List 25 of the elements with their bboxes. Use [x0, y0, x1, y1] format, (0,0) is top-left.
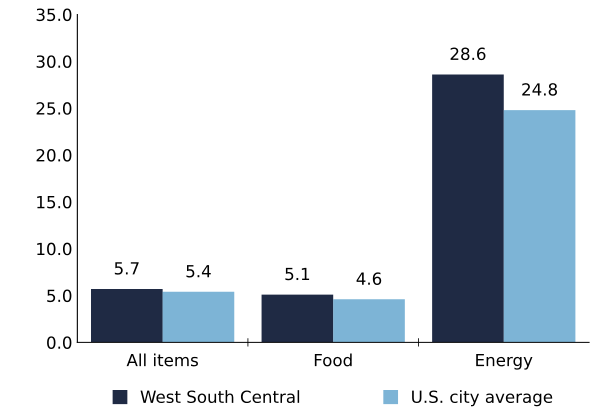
x-tick-label: Food	[314, 353, 352, 366]
legend-label: U.S. city average	[412, 390, 552, 406]
y-tick-label: 15.0	[37, 196, 72, 208]
bar	[333, 299, 405, 342]
bar	[162, 292, 234, 342]
y-tick-label: 25.0	[36, 102, 72, 115]
data-label: 5.4	[186, 265, 211, 278]
data-label: 28.6	[450, 48, 486, 60]
bar	[90, 288, 163, 342]
y-tick-label: 10.0	[37, 242, 72, 256]
y-tick-label: 5.0	[47, 290, 72, 302]
y-tick-label: 0.0	[47, 336, 72, 349]
bar	[432, 74, 504, 342]
x-tick-label: All items	[126, 353, 198, 366]
bar	[262, 294, 334, 342]
y-tick-label: 35.0	[36, 8, 72, 22]
x-tick-label: Energy	[476, 354, 532, 370]
y-tick-label: 30.0	[36, 55, 72, 68]
data-label: 5.1	[285, 268, 310, 280]
bar	[504, 110, 576, 342]
data-label: 4.6	[356, 272, 382, 285]
data-label: 24.8	[522, 83, 557, 96]
y-tick-label: 20.0	[36, 148, 72, 162]
legend-label: West South Central	[140, 390, 300, 404]
data-label: 5.7	[114, 262, 139, 275]
